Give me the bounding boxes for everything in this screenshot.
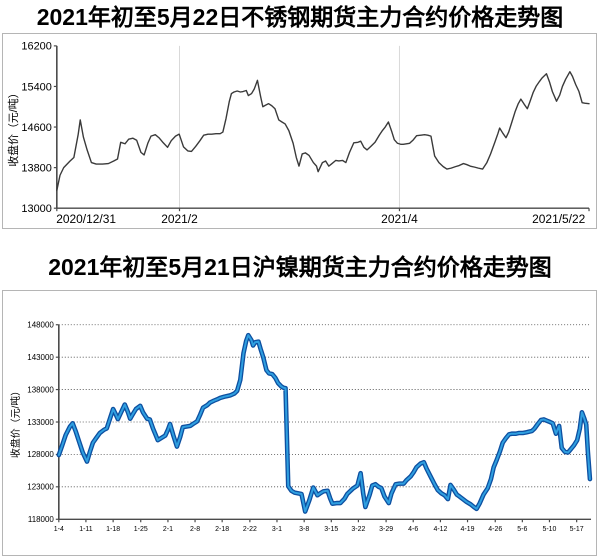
y-tick-label: 123000 — [27, 483, 54, 492]
y-tick-label: 128000 — [27, 450, 54, 459]
steel-chart-canvas: 16200 15400 14600 13800 13000 2020/12/31 2021/… — [6, 41, 590, 226]
price-line — [56, 71, 590, 192]
x-tick-label: 4-6 — [408, 526, 418, 533]
x-tick-label: 2-18 — [215, 526, 229, 533]
x-tick-label: 2021/4 — [381, 212, 418, 226]
x-tick-label: 1-18 — [106, 526, 120, 533]
x-tick-label: 2021/5/22 — [532, 212, 586, 226]
nickel-chart-canvas: 148000 143000 138000 133000 128000 123000 1180… — [9, 321, 593, 533]
y-tick-label: 15400 — [21, 81, 51, 93]
x-tick-label: 4-26 — [488, 526, 502, 533]
y-tick-label: 16200 — [21, 41, 51, 53]
x-tick-label: 2021/2 — [161, 212, 198, 226]
nickel-chart: 148000 143000 138000 133000 128000 123000 1180… — [2, 290, 597, 556]
y-tick-label: 138000 — [27, 385, 54, 394]
x-tick-label: 2-1 — [163, 526, 173, 533]
x-tick-label: 1-11 — [79, 526, 93, 533]
y-tick-label: 143000 — [27, 353, 54, 362]
price-line — [57, 334, 591, 513]
x-tick-label: 3-1 — [272, 526, 282, 533]
y-tick-label: 133000 — [27, 418, 54, 427]
x-tick-label: 5-17 — [570, 526, 584, 533]
x-tick-label: 4-19 — [461, 526, 475, 533]
y-tick-label: 13000 — [21, 203, 51, 215]
x-tick-label: 4-12 — [433, 526, 447, 533]
x-tick-label: 1-25 — [134, 526, 148, 533]
price-line — [56, 332, 593, 514]
y-tick-label: 118000 — [28, 515, 55, 524]
x-tick-label: 3-8 — [299, 526, 309, 533]
nickel-chart-title: 2021年初至5月21日沪镍期货主力合约价格走势图 — [48, 254, 552, 280]
y-tick-label: 14600 — [21, 122, 51, 134]
x-tick-label: 5-10 — [542, 526, 556, 533]
x-tick-label: 2020/12/31 — [56, 212, 116, 226]
steel-chart: 16200 15400 14600 13800 13000 2020/12/31 2021/… — [2, 33, 597, 229]
x-tick-label: 2-22 — [243, 526, 257, 533]
x-tick-label: 3-22 — [351, 526, 365, 533]
y-axis-title: 收盘价（元/吨） — [6, 87, 20, 166]
x-tick-label: 3-29 — [379, 526, 393, 533]
x-tick-label: 5-6 — [517, 526, 527, 533]
x-tick-label: 2-8 — [190, 526, 200, 533]
steel-chart-title: 2021年初至5月22日不锈钢期货主力合约价格走势图 — [36, 4, 564, 30]
y-axis-title: 收盘价（元/吨） — [9, 386, 22, 458]
x-tick-label: 1-4 — [54, 526, 64, 533]
y-tick-label: 13800 — [21, 162, 51, 174]
x-tick-label: 3-15 — [324, 526, 338, 533]
y-tick-label: 148000 — [27, 321, 54, 330]
